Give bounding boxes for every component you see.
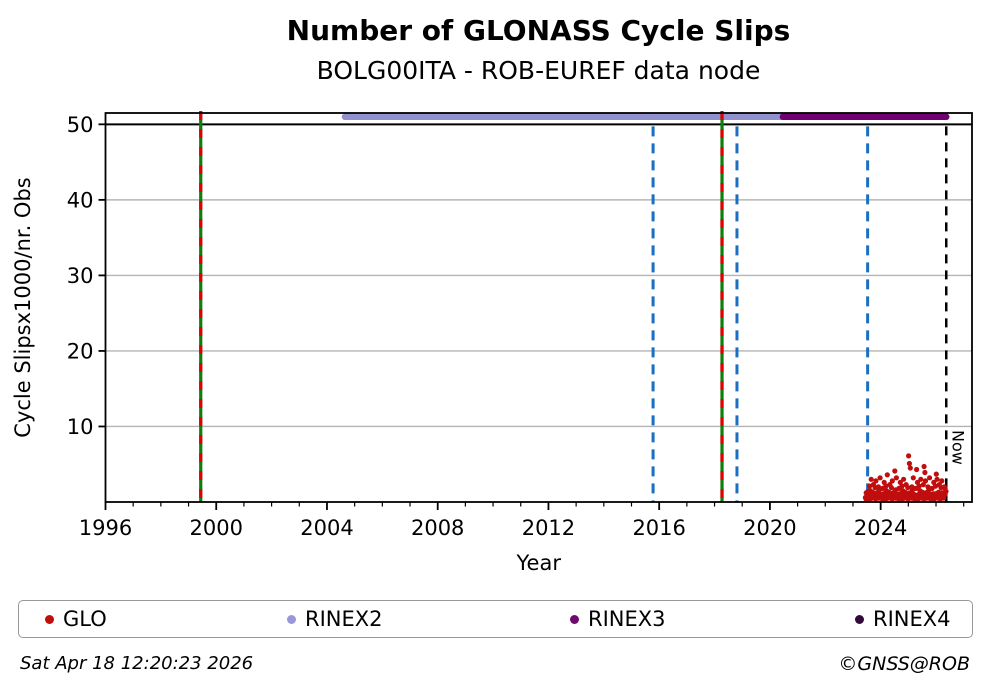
- x-tick-label-2000: 2000: [190, 516, 243, 540]
- glo-point: [942, 491, 948, 497]
- credit-label: ©GNSS@ROB: [838, 653, 970, 675]
- glo-point: [877, 475, 883, 481]
- legend-item-rinex4: RINEX4: [855, 601, 951, 637]
- y-tick-label-50: 50: [67, 113, 94, 137]
- x-axis-label: Year: [516, 551, 562, 575]
- y-tick-label-30: 30: [67, 264, 94, 288]
- glo-point: [905, 485, 911, 491]
- glo-point: [921, 463, 927, 470]
- legend-label-rinex3: RINEX3: [588, 607, 666, 631]
- legend-item-glo: GLO: [45, 601, 107, 637]
- legend-label-glo: GLO: [63, 607, 107, 631]
- glo-point: [892, 468, 898, 474]
- glo-point: [922, 469, 928, 476]
- x-tick-label-2012: 2012: [522, 516, 575, 540]
- legend-box: GLO RINEX2 RINEX3 RINEX4: [18, 600, 973, 638]
- glo-point: [906, 453, 912, 459]
- rinex2-marker-icon: [287, 614, 296, 624]
- glo-point: [893, 475, 900, 481]
- y-tick-label-10: 10: [67, 415, 94, 439]
- glo-point: [868, 476, 874, 482]
- glo-point: [906, 460, 913, 467]
- x-tick-label-2008: 2008: [411, 516, 464, 540]
- plot-area: 10 20 30 40 50 1996 2000 2004 2008 2012 2016 2020 20…: [11, 111, 973, 575]
- glo-point: [873, 478, 879, 484]
- legend-label-rinex4: RINEX4: [873, 607, 951, 631]
- now-label: Now: [948, 430, 967, 465]
- glo-point: [916, 483, 922, 489]
- glo-point: [918, 476, 924, 482]
- glo-point: [901, 476, 907, 482]
- event-lines: Now: [199, 111, 967, 502]
- chart-title: Number of GLONASS Cycle Slips: [286, 14, 791, 47]
- glo-point: [899, 483, 905, 489]
- glo-point: [939, 478, 945, 484]
- glo-scatter-points: [862, 453, 949, 503]
- y-grid-and-ticks: 10 20 30 40 50: [67, 113, 972, 439]
- glo-point: [933, 471, 939, 477]
- y-axis-label: Cycle Slipsx1000/nr. Obs: [11, 177, 35, 437]
- y-tick-label-20: 20: [67, 339, 94, 363]
- glo-point: [907, 465, 913, 471]
- x-tick-label-1996: 1996: [79, 516, 132, 540]
- legend-item-rinex3: RINEX3: [570, 601, 666, 637]
- glo-point: [910, 475, 916, 481]
- x-tick-label-2020: 2020: [743, 516, 796, 540]
- plot-frame: [104, 112, 973, 503]
- glo-point: [889, 478, 895, 484]
- chart-subtitle: BOLG00ITA - ROB-EUREF data node: [316, 56, 761, 85]
- glo-point: [884, 472, 890, 478]
- glo-point: [883, 483, 889, 489]
- glo-marker-icon: [45, 614, 54, 624]
- legend-item-rinex2: RINEX2: [287, 601, 383, 637]
- legend-label-rinex2: RINEX2: [305, 607, 383, 631]
- rinex4-marker-icon: [855, 614, 864, 624]
- glo-point: [927, 475, 933, 481]
- glo-point: [922, 478, 929, 484]
- glo-point: [888, 485, 895, 491]
- x-tick-label-2016: 2016: [632, 516, 685, 540]
- glo-point: [934, 476, 940, 482]
- glo-point: [914, 466, 920, 473]
- x-ticks: 1996 2000 2004 2008 2012 2016 2020 2024: [79, 502, 965, 540]
- timestamp-label: Sat Apr 18 12:20:23 2026: [20, 653, 254, 674]
- rinex3-marker-icon: [570, 614, 579, 624]
- x-tick-label-2024: 2024: [854, 516, 907, 540]
- y-tick-label-40: 40: [67, 188, 94, 212]
- x-tick-label-2004: 2004: [300, 516, 353, 540]
